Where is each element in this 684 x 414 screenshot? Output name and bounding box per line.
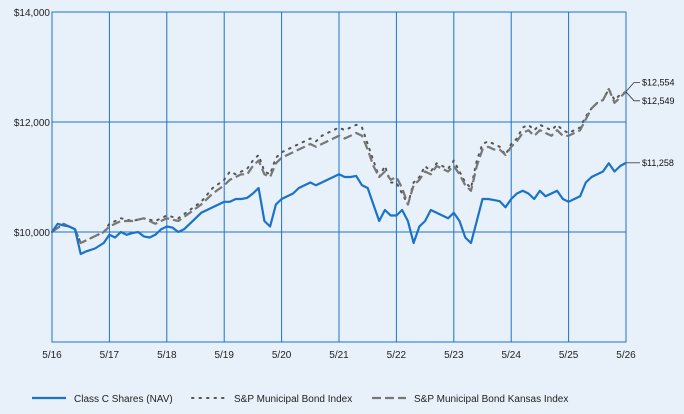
- y-tick-label: $12,000: [14, 118, 51, 129]
- x-tick-label: 5/21: [329, 350, 349, 361]
- end-label-leader: [625, 91, 640, 102]
- x-tick-label: 5/18: [157, 350, 177, 361]
- x-tick-label: 5/24: [501, 350, 521, 361]
- x-tick-label: 5/25: [559, 350, 579, 361]
- end-label-leader: [625, 82, 640, 92]
- x-tick-label: 5/19: [214, 350, 234, 361]
- series-line-solid: [51, 161, 627, 256]
- end-value-label: $12,554: [642, 78, 675, 88]
- series-line-dashed: [51, 87, 627, 245]
- y-tick-label: $14,000: [14, 8, 51, 19]
- legend-label: S&P Municipal Bond Index: [234, 394, 352, 405]
- x-tick-label: 5/17: [100, 350, 120, 361]
- legend-label: Class C Shares (NAV): [74, 394, 173, 405]
- x-tick-label: 5/26: [616, 350, 636, 361]
- end-value-label: $12,549: [642, 96, 675, 106]
- y-tick-label: $10,000: [14, 228, 51, 239]
- legend-label: S&P Municipal Bond Kansas Index: [414, 394, 568, 405]
- x-tick-label: 5/22: [387, 350, 407, 361]
- x-tick-label: 5/23: [444, 350, 464, 361]
- x-tick-label: 5/20: [272, 350, 292, 361]
- x-tick-label: 5/16: [42, 350, 62, 361]
- end-value-label: $11,258: [642, 158, 674, 168]
